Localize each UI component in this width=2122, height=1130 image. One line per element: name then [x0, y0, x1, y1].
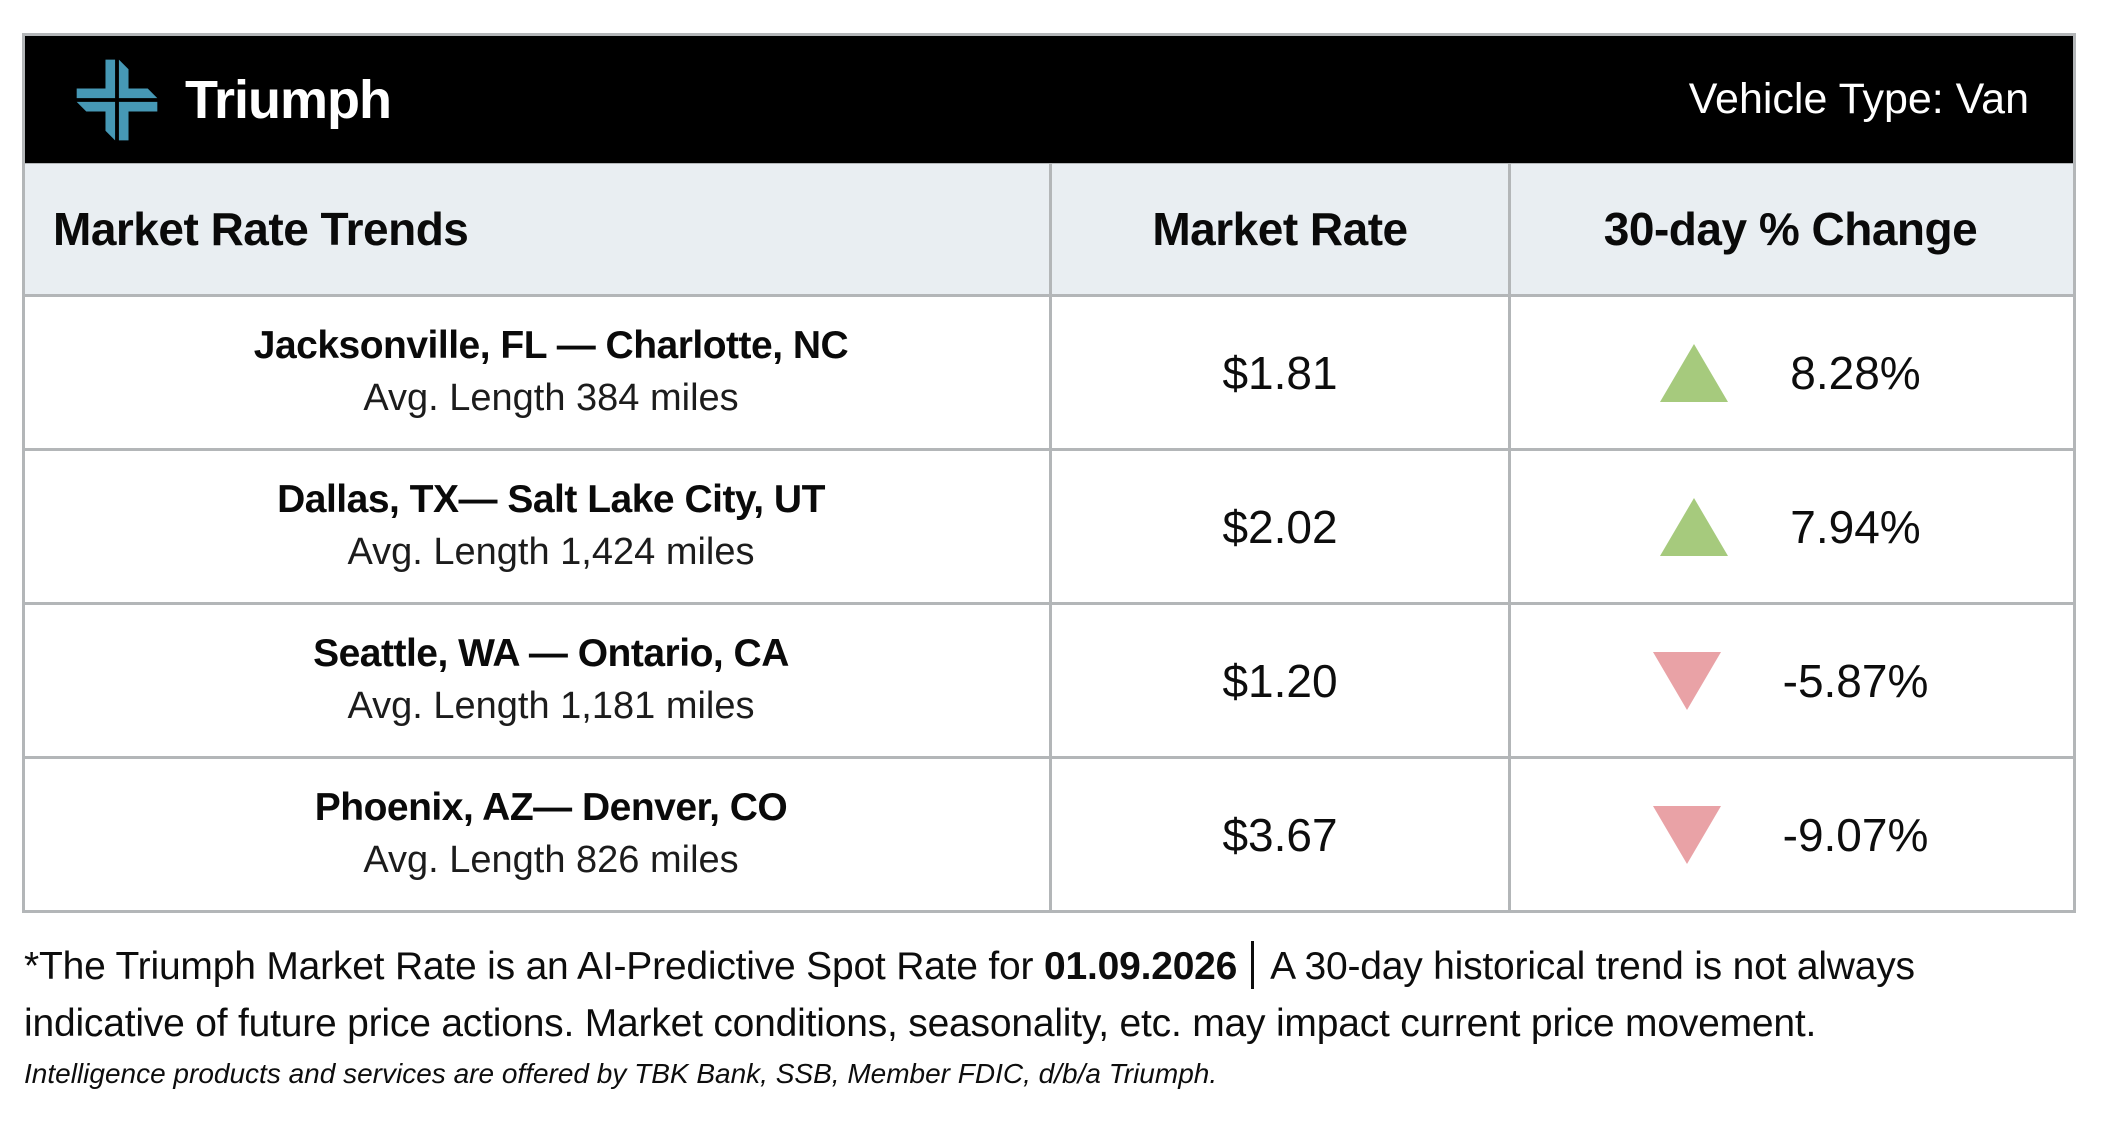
- route-name: Dallas, TX— Salt Lake City, UT: [277, 478, 825, 522]
- table-row: Dallas, TX— Salt Lake City, UT Avg. Leng…: [25, 448, 2073, 602]
- change-cell: 7.94%: [1508, 451, 2070, 602]
- route-name: Seattle, WA — Ontario, CA: [313, 632, 789, 676]
- route-cell: Phoenix, AZ— Denver, CO Avg. Length 826 …: [25, 759, 1049, 910]
- column-label: 30-day % Change: [1603, 203, 1978, 255]
- market-rate-value: $1.20: [1222, 654, 1338, 707]
- market-rate-value: $3.67: [1222, 808, 1338, 861]
- disclaimer-text: Intelligence products and services are o…: [24, 1058, 1218, 1089]
- table-row: Seattle, WA — Ontario, CA Avg. Length 1,…: [25, 602, 2073, 756]
- change-value: 7.94%: [1790, 500, 1921, 553]
- table-row: Jacksonville, FL — Charlotte, NC Avg. Le…: [25, 294, 2073, 448]
- footnote-date: 01.09.2026: [1043, 945, 1238, 988]
- route-avg-length: Avg. Length 1,181 miles: [347, 685, 755, 728]
- change-value: 8.28%: [1790, 346, 1921, 399]
- market-rate-cell: $1.81: [1049, 297, 1508, 448]
- down-triangle-icon: [1652, 651, 1721, 710]
- route-avg-length: Avg. Length 384 miles: [363, 377, 739, 420]
- change-cell: -9.07%: [1508, 759, 2070, 910]
- change-value: -5.87%: [1782, 654, 1929, 707]
- market-rate-cell: $1.20: [1049, 605, 1508, 756]
- route-name: Jacksonville, FL — Charlotte, NC: [253, 324, 849, 368]
- change-value: -9.07%: [1782, 808, 1929, 861]
- brand-lockup: Triumph: [69, 52, 392, 148]
- up-triangle-icon: [1660, 497, 1729, 556]
- market-rate-cell: $2.02: [1049, 451, 1508, 602]
- market-rate-table: Triumph Vehicle Type: Van Market Rate Tr…: [22, 33, 2076, 913]
- brand-bar: Triumph Vehicle Type: Van: [25, 36, 2073, 163]
- table-header-row: Market Rate Trends Market Rate 30-day % …: [25, 163, 2073, 294]
- down-triangle-icon: [1652, 805, 1721, 864]
- route-name: Phoenix, AZ— Denver, CO: [314, 786, 788, 830]
- triumph-cross-icon: [76, 59, 158, 140]
- vehicle-type-label: Vehicle Type: Van: [1688, 75, 2029, 123]
- route-cell: Dallas, TX— Salt Lake City, UT Avg. Leng…: [25, 451, 1049, 602]
- change-cell: 8.28%: [1508, 297, 2070, 448]
- up-triangle-icon: [1660, 343, 1729, 402]
- footnote-text-2: A 30-day historical trend is not always: [1270, 945, 1915, 988]
- column-label: Market Rate Trends: [53, 203, 469, 255]
- footnote-separator-bar: [1251, 941, 1255, 989]
- route-cell: Jacksonville, FL — Charlotte, NC Avg. Le…: [25, 297, 1049, 448]
- change-cell: -5.87%: [1508, 605, 2070, 756]
- route-avg-length: Avg. Length 826 miles: [363, 839, 739, 882]
- column-label: Market Rate: [1152, 203, 1408, 255]
- brand-name: Triumph: [185, 69, 392, 130]
- market-rate-value: $2.02: [1222, 500, 1338, 553]
- market-rate-value: $1.81: [1222, 346, 1338, 399]
- footnote-text-3: indicative of future price actions. Mark…: [24, 1002, 1817, 1045]
- footnote: *The Triumph Market Rate is an AI-Predic…: [24, 938, 2104, 1052]
- header-cell-30day-change: 30-day % Change: [1508, 164, 2070, 294]
- market-rate-cell: $3.67: [1049, 759, 1508, 910]
- route-avg-length: Avg. Length 1,424 miles: [347, 531, 755, 574]
- footnote-text-1: *The Triumph Market Rate is an AI-Predic…: [24, 945, 1044, 988]
- route-cell: Seattle, WA — Ontario, CA Avg. Length 1,…: [25, 605, 1049, 756]
- table-row: Phoenix, AZ— Denver, CO Avg. Length 826 …: [25, 756, 2073, 910]
- header-cell-market-rate: Market Rate: [1049, 164, 1508, 294]
- header-cell-market-rate-trends: Market Rate Trends: [25, 164, 1049, 294]
